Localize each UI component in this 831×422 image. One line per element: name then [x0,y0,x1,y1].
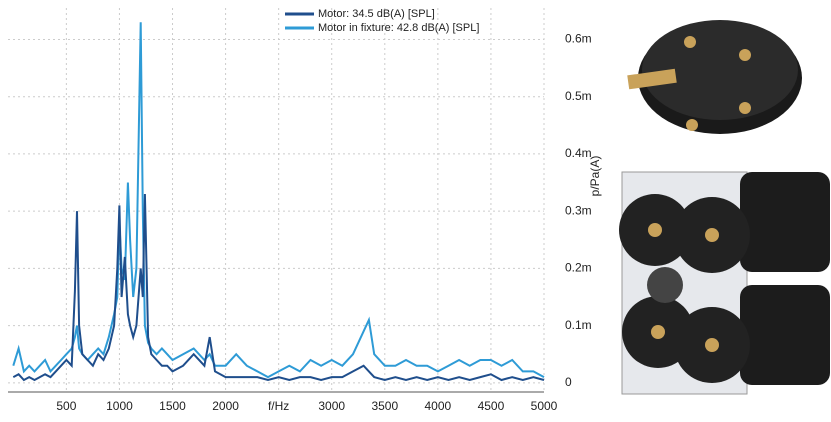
x-tick-label: 3000 [318,399,345,413]
x-tick-label: 1000 [106,399,133,413]
y-tick-label: 0.5m [565,89,592,103]
x-tick-label: 1500 [159,399,186,413]
y-tick-label: 0.4m [565,146,592,160]
y-tick-label: 0.3m [565,203,592,217]
legend-label: Motor in fixture: 42.8 dB(A) [SPL] [318,22,479,34]
y-tick-label: 0.1m [565,318,592,332]
x-tick-label: f/Hz [268,399,289,413]
y-tick-label: 0 [565,375,572,389]
x-tick-label: 2000 [212,399,239,413]
photo-motor [627,20,802,134]
y-tick-label: 0.2m [565,261,592,275]
y-axis-label: p/Pa(A) [588,156,602,197]
x-tick-label: 3500 [371,399,398,413]
legend-label: Motor: 34.5 dB(A) [SPL] [318,8,435,20]
photo-fixture [619,171,830,395]
y-tick-label: 0.6m [565,32,592,46]
x-tick-label: 4500 [478,399,505,413]
x-tick-label: 5000 [531,399,558,413]
x-tick-label: 500 [56,399,76,413]
series-line [12,22,545,379]
x-tick-label: 4000 [425,399,452,413]
series-line [12,193,545,382]
